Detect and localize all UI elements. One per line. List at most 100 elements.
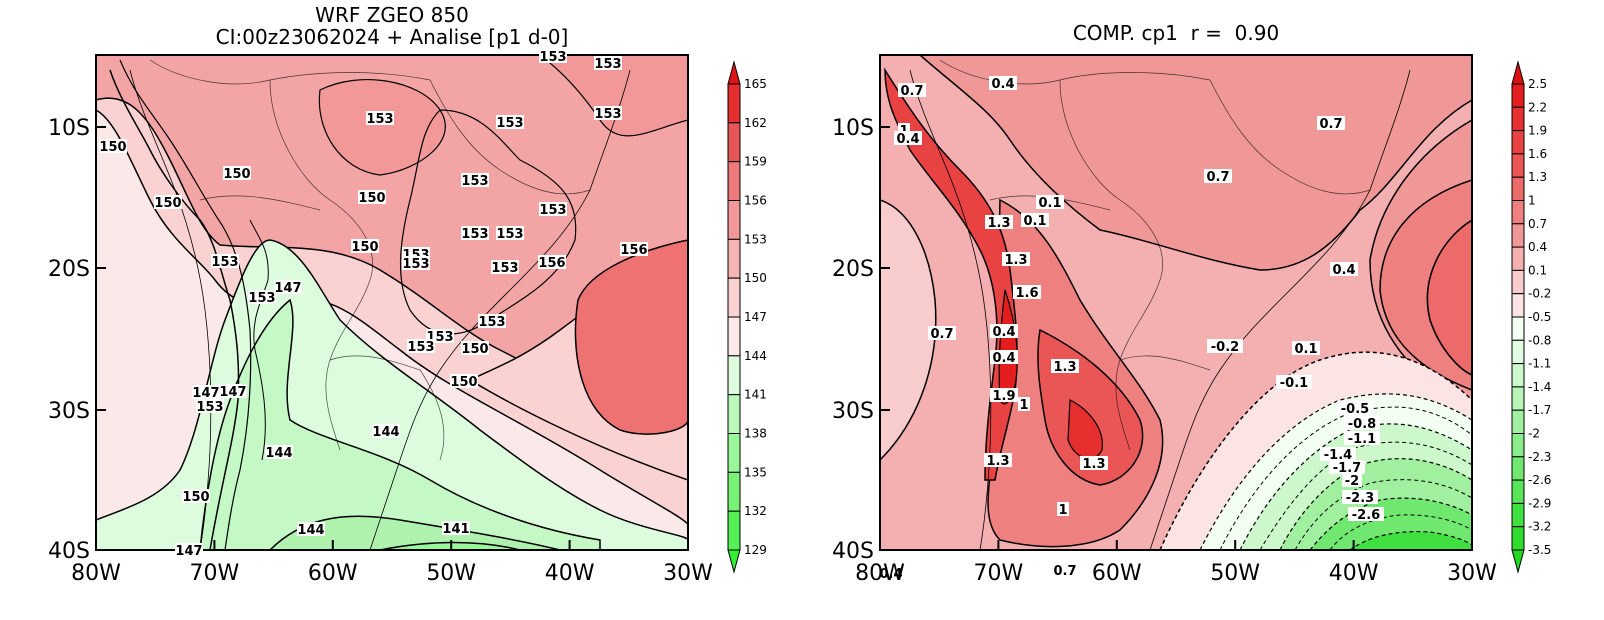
contour-label-bg: [1080, 456, 1108, 470]
contour-label: 153: [594, 107, 621, 122]
right-central-red-3: [1067, 399, 1103, 460]
x-tick-label: 50W: [426, 561, 476, 586]
colorbar-top-arrow: [1511, 60, 1525, 85]
y-tick-label: 20S: [48, 257, 90, 282]
left-colorbar: 165 162 159 156 153 150 147 144 141 138 135 132 129: [727, 60, 767, 574]
colorbar-box: [727, 355, 741, 396]
contour-label: 153: [539, 50, 566, 65]
right-west-lightpink: [880, 199, 937, 462]
colorbar-box: [1511, 433, 1525, 458]
colorbar-box: [1511, 339, 1525, 365]
contour-label: 150: [154, 196, 181, 211]
contour-label: 153: [491, 261, 518, 276]
contour-label: 153: [248, 291, 275, 306]
contour-label: -1.7: [1333, 461, 1361, 476]
colorbar-label: -0.8: [1528, 333, 1551, 347]
colorbar-label: 1: [1528, 194, 1536, 208]
colorbar-box: [1511, 223, 1525, 248]
x-tick-label: 60W: [1092, 561, 1142, 586]
colorbar-label: 159: [744, 155, 767, 169]
contour-label-bg: [297, 522, 325, 536]
contour-label: 0.7: [1319, 117, 1342, 132]
left-ne-patch: [539, 55, 688, 137]
y-tick-label: 10S: [832, 116, 874, 141]
contour-label: 1.3: [1053, 360, 1076, 375]
contour-label-bg: [1204, 169, 1232, 183]
contour-label: 153: [461, 227, 488, 242]
colorbar-label: 153: [744, 232, 767, 246]
right-east-red-2: [1379, 179, 1472, 391]
contour-label: 150: [99, 140, 126, 155]
colorbar-box: [727, 433, 741, 473]
contour-label: 0.7: [1053, 564, 1076, 579]
contour-label-bg: [1051, 563, 1079, 577]
colorbar-box: [727, 161, 741, 202]
contour-label: 144: [265, 446, 292, 461]
right-x-axis: 80W 70W 60W 50W 40W 30W: [855, 540, 1497, 586]
contour-label: 153: [496, 116, 523, 131]
y-tick-label: 30S: [832, 399, 874, 424]
colorbar-label: -0.2: [1528, 287, 1551, 301]
colorbar-box: [727, 238, 741, 279]
colorbar-label: -0.5: [1528, 310, 1551, 324]
contour-label: 153: [496, 227, 523, 242]
contour-label-bg: [894, 131, 922, 145]
colorbar-box: [1511, 153, 1525, 178]
x-tick-label: 60W: [308, 561, 358, 586]
colorbar-label: -3.2: [1528, 520, 1551, 534]
colorbar-label: 147: [744, 310, 767, 324]
contour-label-bg: [1021, 213, 1049, 227]
colorbar-box: [1511, 386, 1525, 411]
colorbar-label: -1.4: [1528, 380, 1551, 394]
contour-label-bg: [265, 445, 293, 459]
x-tick-label: 30W: [663, 561, 713, 586]
contour-label: 0.4: [1332, 263, 1355, 278]
contour-label: -1.1: [1348, 432, 1376, 447]
colorbar-label: 150: [744, 271, 767, 285]
contour-label-bg: [990, 350, 1018, 364]
contour-label: 1.6: [1015, 286, 1038, 301]
contour-label: 150: [450, 375, 477, 390]
left-andes-ridge-3: [249, 219, 269, 461]
contour-label: 147: [274, 281, 301, 296]
right-coastline: [1149, 69, 1411, 550]
contour-label: 153: [594, 57, 621, 72]
colorbar-label: 165: [744, 77, 767, 91]
colorbar-box: [1511, 479, 1525, 504]
y-tick-label: 20S: [832, 257, 874, 282]
contour-label: 153: [402, 257, 429, 272]
contour-label-bg: [1320, 447, 1356, 461]
contour-label: 144: [372, 425, 399, 440]
contour-label: 156: [620, 243, 647, 258]
contour-label: -0.1: [1280, 376, 1308, 391]
colorbar-box: [727, 316, 741, 357]
contour-label: 150: [223, 167, 250, 182]
contour-label-bg: [192, 385, 220, 399]
right-title: COMP. cp1 r = 0.90: [1073, 21, 1279, 45]
contour-label-bg: [898, 83, 926, 97]
left-green-4: [379, 541, 521, 550]
contour-label: 150: [351, 240, 378, 255]
left-green-2: [199, 298, 601, 550]
colorbar-box: [1511, 130, 1525, 155]
left-central-patch: [318, 79, 446, 176]
left-title-line2: CI:00z23062024 + Analise [p1 d-0]: [216, 25, 569, 49]
contour-label: 0.1: [1023, 214, 1046, 229]
contour-label: -0.8: [1348, 417, 1376, 432]
x-tick-label: 40W: [545, 561, 595, 586]
x-tick-label: 70W: [974, 561, 1024, 586]
colorbar-box: [1511, 106, 1525, 132]
contour-label: 1: [1058, 503, 1067, 518]
left-west-coast: [129, 69, 212, 550]
contour-label-bg: [594, 56, 622, 70]
right-andes-red: [884, 67, 1018, 481]
contour-label-bg: [175, 543, 203, 557]
contour-label-bg: [539, 49, 567, 63]
contour-label: 150: [461, 342, 488, 357]
right-map-fill: [880, 55, 1472, 550]
contour-label: 153: [478, 315, 505, 330]
left-andes-ridge-2: [119, 59, 252, 550]
contour-label-bg: [351, 239, 379, 253]
contour-label-bg: [496, 226, 524, 240]
colorbar-label: -2: [1528, 427, 1540, 441]
